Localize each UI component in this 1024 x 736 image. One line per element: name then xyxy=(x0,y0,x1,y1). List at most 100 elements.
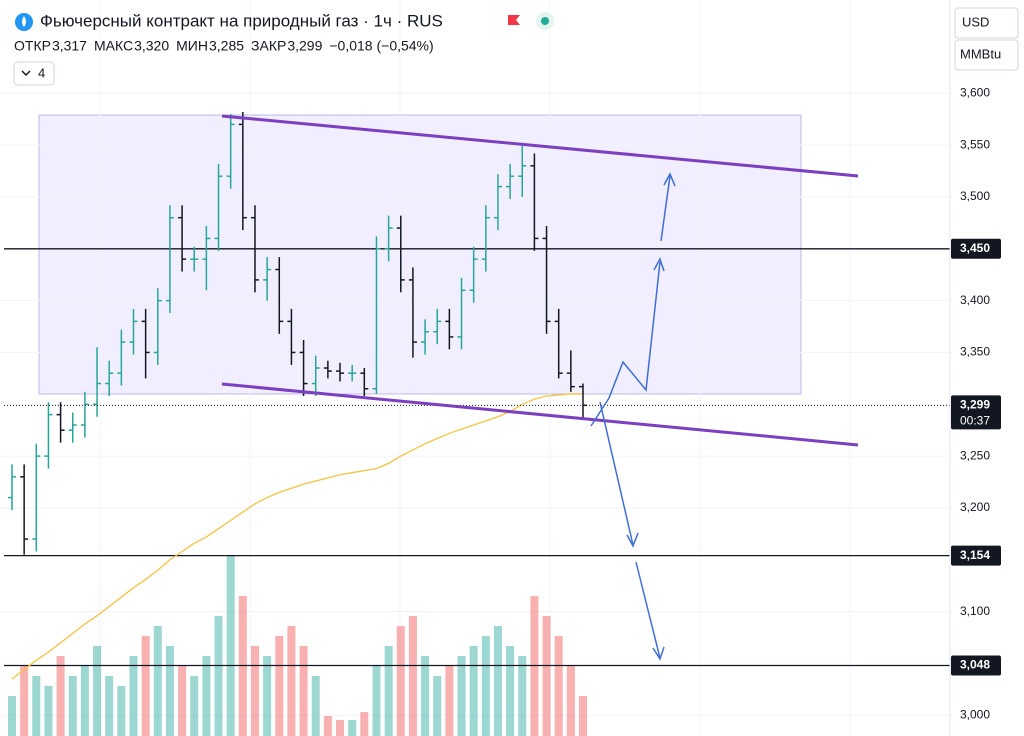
level-badge xyxy=(951,545,1001,566)
trend-line-upper[interactable] xyxy=(221,114,859,178)
volume-bar xyxy=(44,686,53,736)
volume-bar xyxy=(421,656,430,736)
volume-bar xyxy=(275,636,284,736)
volume-bar xyxy=(263,656,272,736)
volume-bar xyxy=(518,656,527,736)
ohlc-change: −0,018 (−0,54%) xyxy=(329,38,433,54)
volume-bar xyxy=(56,656,65,736)
volume-bar xyxy=(360,712,369,736)
volume-bar xyxy=(493,626,502,736)
volume-bar xyxy=(542,616,551,736)
countdown: 00:37 xyxy=(960,413,990,427)
flag-icon[interactable] xyxy=(508,15,520,25)
volume-bar xyxy=(457,656,466,736)
volume-bar xyxy=(323,716,332,736)
arrow-path xyxy=(660,175,671,242)
ohlc-label: МИН xyxy=(176,38,208,54)
arrow-path xyxy=(599,401,634,546)
arrow-head xyxy=(653,257,665,272)
level-badge xyxy=(951,655,1001,676)
volume-bar xyxy=(178,666,187,736)
volume-bar xyxy=(554,636,563,736)
volume-bar xyxy=(384,646,393,736)
volume-bar xyxy=(129,656,138,736)
level-badge xyxy=(951,238,1001,259)
volume-bar xyxy=(481,636,490,736)
volume-bar xyxy=(469,646,478,736)
level-label: 3,450 xyxy=(960,241,990,255)
volume-bar xyxy=(8,696,16,736)
indicator-count: 4 xyxy=(38,65,45,80)
ohlc-label: ОТКР xyxy=(14,38,51,54)
y-tick-label: 3,100 xyxy=(960,604,990,618)
volume-bar xyxy=(348,720,357,736)
moving-average xyxy=(11,393,583,680)
level-label: 3,048 xyxy=(960,658,990,672)
volume-bar xyxy=(68,676,77,736)
y-tick-label: 3,000 xyxy=(960,707,990,721)
price-axis-labels: 3,600 3,550 3,500 3,400 3,350 3,250 3,200 3,100… xyxy=(951,85,1001,721)
volume-bar xyxy=(506,646,515,736)
symbol-drop xyxy=(22,16,26,27)
y-tick-label: 3,500 xyxy=(960,189,990,203)
volume-bar xyxy=(165,646,174,736)
volume-bar xyxy=(445,666,454,736)
unit-button[interactable] xyxy=(954,39,1019,71)
y-tick-label: 3,250 xyxy=(960,448,990,462)
volume-bar xyxy=(336,720,345,736)
ohlc-value: 3,320 xyxy=(134,38,169,54)
y-tick-label: 3,550 xyxy=(960,137,990,151)
volume-bar xyxy=(408,616,417,736)
forecast-arrows[interactable] xyxy=(590,172,676,661)
arrow-head xyxy=(663,172,676,187)
arrow-head xyxy=(652,646,665,661)
unit: MMBtu xyxy=(960,46,1001,61)
level-label: 3,154 xyxy=(960,548,990,562)
volume-bar xyxy=(93,646,102,736)
y-tick-label: 3,600 xyxy=(960,85,990,99)
chevron xyxy=(21,70,31,77)
volume-bar xyxy=(20,666,29,736)
volume-bar xyxy=(226,556,235,736)
volume-bar xyxy=(566,666,575,736)
currency: USD xyxy=(962,14,989,29)
range-box[interactable] xyxy=(38,114,802,395)
volume-bar xyxy=(190,676,199,736)
volume-bar xyxy=(80,666,89,736)
ohlc-label: ЗАКР xyxy=(251,38,286,54)
ohlc-label: МАКС xyxy=(94,38,133,54)
arrow-head xyxy=(626,532,639,548)
y-tick-label: 3,350 xyxy=(960,345,990,359)
symbol-title: Фьючерсный контракт на природный газ · 1… xyxy=(40,11,443,30)
ohlc-value: 3,317 xyxy=(52,38,87,54)
volume-bar xyxy=(105,676,114,736)
ohlc-value: 3,285 xyxy=(209,38,244,54)
ohlc-value: 3,299 xyxy=(287,38,322,54)
arrow-path xyxy=(635,561,661,659)
volume-bar xyxy=(202,656,211,736)
volume-bar xyxy=(372,666,381,736)
volume-bar xyxy=(579,696,587,736)
indicators-toggle[interactable] xyxy=(13,61,55,86)
volume-bar xyxy=(311,676,320,736)
ohlc-row: ОТКР 3,317 МАКС 3,320 МИН 3,285 ЗАКР 3,299 −0,01… xyxy=(14,38,434,54)
last-price-label: 3,299 xyxy=(960,397,990,411)
trend-line-lower[interactable] xyxy=(221,382,859,447)
y-tick-label: 3,200 xyxy=(960,500,990,514)
volume-bar xyxy=(299,646,308,736)
volume-bar xyxy=(141,636,150,736)
volume-bar xyxy=(214,616,223,736)
arrow-path xyxy=(590,261,661,427)
volume-bar xyxy=(117,686,126,736)
price-axis xyxy=(950,0,1024,736)
volume-bar xyxy=(250,646,259,736)
volume-bar xyxy=(32,676,41,736)
volume-bar xyxy=(396,626,405,736)
volume-bar xyxy=(153,626,162,736)
last-price-badge xyxy=(951,395,1001,430)
volume-bar xyxy=(433,676,442,736)
currency-button[interactable] xyxy=(954,7,1019,39)
